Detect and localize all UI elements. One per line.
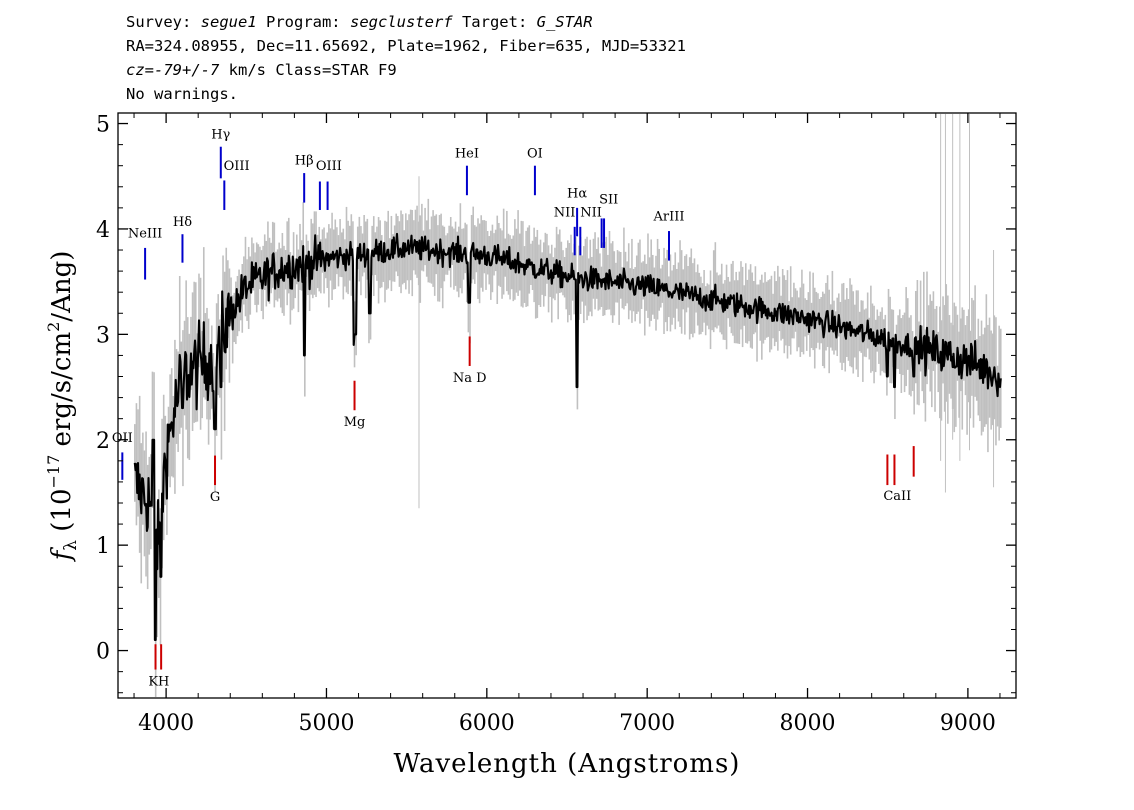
line-label: OIII [224, 159, 250, 174]
y-tick-label: 4 [96, 218, 110, 243]
line-label: Hα [567, 186, 587, 201]
line-label: OIII [316, 159, 342, 174]
axis-ticks: 4000 5000 6000 7000 8000 9000 0 1 2 3 4 5 [96, 113, 1016, 736]
line-label: OII [112, 431, 133, 446]
header-line-coords: RA=324.08955, Dec=11.65692, Plate=1962, … [126, 37, 686, 55]
ylabel-sub: λ [61, 540, 81, 551]
y-tick-label: 2 [96, 429, 110, 454]
class-text: km/s Class=STAR F9 [219, 61, 397, 79]
x-tick-label: 4000 [138, 711, 194, 736]
line-label: NII [580, 205, 602, 220]
flux-series-line [133, 232, 1002, 642]
noise-layer [134, 114, 1002, 697]
target-label: Target: [452, 13, 537, 31]
header-line-redshift: cz=-79+/-7 km/s Class=STAR F9 [126, 58, 686, 82]
ylabel-exp2: 2 [44, 322, 63, 332]
line-label: ArIII [652, 210, 684, 225]
x-axis-label: Wavelength (Angstroms) [394, 749, 741, 779]
x-tick-label: 7000 [619, 711, 675, 736]
line-label: NII [554, 205, 576, 220]
survey-label: Survey: [126, 13, 201, 31]
ylabel-exp1: −17 [44, 455, 63, 489]
ylabel-b: erg/s/cm [47, 332, 77, 455]
line-label: H [158, 674, 169, 689]
line-label: CaII [883, 489, 911, 504]
target-value: G_STAR [536, 13, 593, 31]
x-tick-label: 9000 [940, 711, 996, 736]
x-tick-label: 5000 [298, 711, 354, 736]
header-line-warnings: No warnings. [126, 85, 238, 103]
y-tick-label: 3 [96, 323, 110, 348]
line-label: Hβ [295, 154, 314, 169]
x-tick-label: 8000 [780, 711, 836, 736]
program-value: segclusterf [349, 13, 453, 31]
x-tick-label: 6000 [459, 711, 515, 736]
line-label: SII [599, 193, 618, 208]
header-line-survey: Survey: segue1 Program: segclusterf Targ… [126, 10, 686, 34]
plot-frame [117, 112, 1017, 699]
ylabel-a: (10 [47, 488, 77, 540]
survey-value: segue1 [200, 13, 257, 31]
program-label: Program: [256, 13, 350, 31]
line-label: Na D [453, 371, 487, 386]
line-label: Mg [344, 415, 366, 430]
line-label: G [210, 490, 220, 505]
y-tick-label: 1 [96, 534, 110, 559]
line-label: HeI [455, 146, 479, 161]
line-label: K [148, 674, 158, 689]
y-tick-label: 5 [96, 113, 110, 138]
line-label: Hγ [211, 127, 230, 142]
line-label: Hδ [173, 215, 192, 230]
cz-label: cz [126, 61, 145, 79]
line-label: OI [527, 146, 543, 161]
y-axis-label: fλ (10−17 erg/s/cm2/Ang) [44, 251, 81, 563]
ylabel-c: /Ang) [47, 251, 77, 322]
line-label: NeIII [128, 226, 162, 241]
cz-equals: = [144, 61, 155, 79]
flux-layer [133, 232, 1002, 642]
cz-value: -79+/-7 [154, 61, 220, 79]
spectrum-header: Survey: segue1 Program: segclusterf Targ… [126, 10, 686, 106]
y-tick-label: 0 [96, 640, 110, 665]
